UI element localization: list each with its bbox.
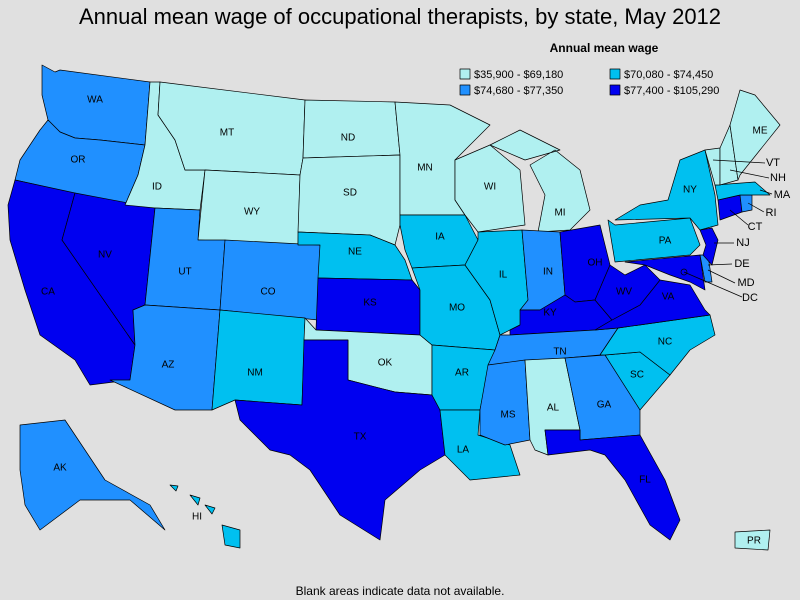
state-shape — [614, 149, 719, 231]
leader-line — [683, 271, 743, 298]
state-label: TN — [553, 347, 566, 358]
state-label: NM — [247, 368, 263, 379]
state-label: WI — [484, 182, 496, 193]
state-label: MT — [220, 128, 234, 139]
state-label: NV — [98, 250, 112, 261]
state-label: NJ — [736, 237, 749, 249]
state-label: SD — [343, 188, 357, 199]
state-shape — [607, 217, 701, 263]
state-label: ME — [753, 126, 768, 137]
state-label: NC — [658, 337, 672, 348]
state-label: KS — [363, 298, 377, 309]
leader-line — [759, 189, 773, 195]
legend-swatch — [459, 84, 471, 96]
state-label: ND — [341, 133, 355, 144]
state-label: OR — [71, 155, 86, 166]
state-label: SC — [630, 370, 644, 381]
leader-line — [707, 269, 736, 284]
state-label: NH — [770, 172, 786, 184]
state-shape — [594, 264, 661, 321]
state-label: CO — [261, 287, 276, 298]
state-shape — [297, 154, 401, 246]
legend-label: $74,680 - $77,350 — [474, 85, 563, 97]
state-label: WA — [87, 95, 103, 106]
state-label: PA — [659, 236, 672, 247]
state-shape — [169, 484, 241, 549]
state-label: TX — [354, 432, 367, 443]
state-label: HI — [192, 512, 202, 523]
legend-swatch — [609, 84, 621, 96]
state-label: VT — [766, 157, 780, 169]
state-shape — [714, 181, 771, 201]
state-labels: WA OR CA NV ID MT WY UT AZ CO NM ND SD N… — [41, 95, 791, 547]
state-shape — [489, 129, 591, 233]
leader-line — [712, 159, 766, 164]
state-label: LA — [457, 445, 470, 456]
state-label: DC — [742, 292, 758, 304]
state-label: MN — [417, 163, 433, 174]
state-label: ID — [152, 182, 162, 193]
states — [7, 64, 781, 551]
state-label: OK — [378, 358, 393, 369]
state-shape — [544, 429, 681, 541]
state-label: AL — [547, 403, 560, 414]
state-label: DE — [734, 258, 749, 270]
state-label: AK — [53, 463, 67, 474]
state-label: VA — [662, 292, 675, 303]
legend-swatch — [459, 68, 471, 80]
state-shape — [479, 359, 531, 446]
legend-title: Annual mean wage — [550, 41, 659, 55]
state-label: PR — [747, 536, 761, 547]
state-label: WV — [616, 287, 632, 298]
state-label: RI — [766, 207, 777, 219]
state-label: IN — [543, 267, 553, 278]
legend-swatch — [609, 68, 621, 80]
state-shape — [219, 239, 321, 321]
title: Annual mean wage of occupational therapi… — [79, 4, 721, 29]
leader-line — [707, 263, 733, 266]
leader-line — [747, 202, 765, 213]
leader-line — [729, 169, 770, 179]
footnote: Blank areas indicate data not available. — [296, 584, 505, 598]
state-label: NY — [683, 185, 697, 196]
state-label: AZ — [162, 360, 175, 371]
state-shape — [739, 194, 753, 213]
state-shape — [454, 144, 526, 233]
state-label: OH — [588, 258, 603, 269]
state-label: CA — [41, 287, 55, 298]
state-label: MI — [554, 208, 565, 219]
state-label: WY — [244, 207, 260, 218]
state-label: AR — [455, 368, 469, 379]
state-label: IA — [435, 232, 445, 243]
state-shape — [234, 339, 446, 541]
state-label: FL — [639, 475, 651, 486]
state-shape — [302, 99, 401, 159]
state-shape — [729, 89, 781, 181]
state-label: MS — [501, 410, 516, 421]
leader-line — [729, 209, 749, 226]
legend-label: $70,080 - $74,450 — [624, 69, 713, 81]
state-label: GA — [597, 400, 612, 411]
state-label: MD — [737, 277, 754, 289]
state-shape — [734, 529, 771, 551]
state-label: UT — [178, 267, 191, 278]
state-label: NE — [348, 247, 362, 258]
state-label: KY — [543, 308, 557, 319]
state-label: IL — [499, 270, 508, 281]
state-label: CT — [748, 221, 763, 233]
state-shape — [19, 419, 166, 531]
legend-label: $35,900 - $69,180 — [474, 69, 563, 81]
state-label: MA — [774, 189, 791, 201]
legend-label: $77,400 - $105,290 — [624, 85, 719, 97]
leader-lines — [683, 159, 773, 298]
state-shape — [211, 309, 306, 411]
state-label: MO — [449, 303, 465, 314]
